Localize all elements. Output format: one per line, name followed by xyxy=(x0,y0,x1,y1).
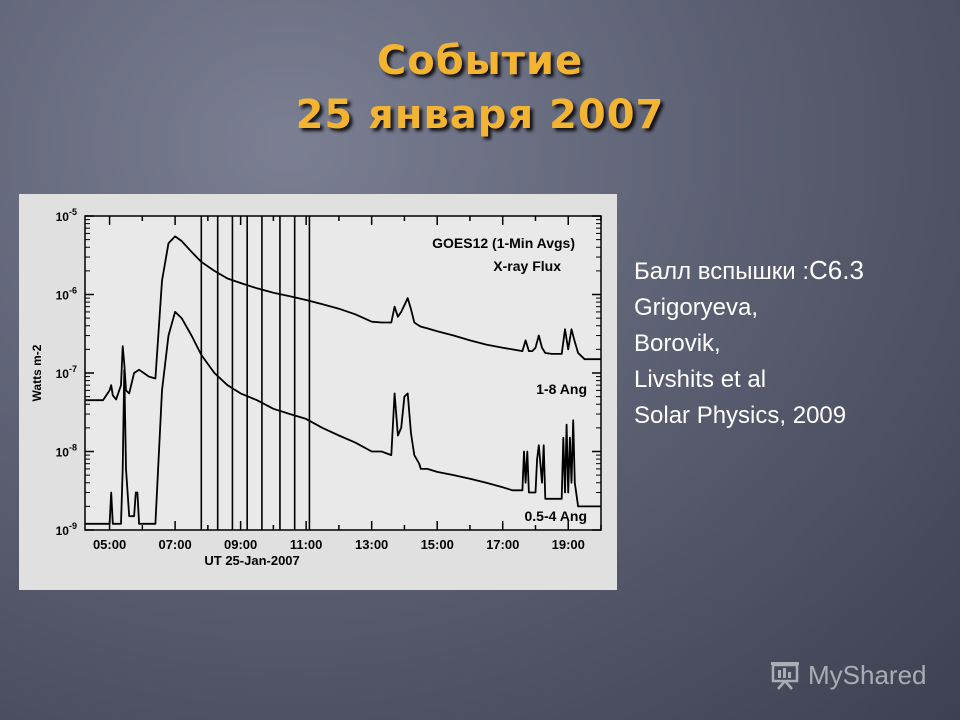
author-2: Borovik, xyxy=(634,330,721,357)
series-line-0-5-4-ang xyxy=(85,311,601,525)
author-3: Livshits et al xyxy=(634,366,767,393)
x-tick-label: 15:00 xyxy=(421,537,454,552)
author-1: Grigoryeva, xyxy=(634,294,759,321)
citation: Solar Physics, 2009 xyxy=(634,402,847,429)
y-tick-label: 10-7 xyxy=(56,364,77,381)
x-tick-label: 11:00 xyxy=(290,537,323,552)
x-tick-label: 17:00 xyxy=(486,537,519,552)
x-tick-label: 13:00 xyxy=(355,537,388,552)
y-tick-label: 10-9 xyxy=(56,521,77,538)
plot-area xyxy=(84,215,602,531)
axis-ticks xyxy=(85,215,602,531)
chart-subtitle: X-ray Flux xyxy=(493,258,561,274)
flare-grade-value: C6.3 xyxy=(809,255,864,285)
series-label-1-8-ang: 1-8 Ang xyxy=(536,381,587,397)
y-axis-label: Watts m-2 xyxy=(30,344,44,401)
flare-grade-line: Балл вспышки :C6.3 xyxy=(634,252,954,290)
projector-screen-icon xyxy=(771,662,799,690)
watermark: MyShared xyxy=(768,655,927,695)
slide-title: Событие 25 января 2007 xyxy=(0,34,960,142)
flare-info: Балл вспышки :C6.3 Grigoryeva, Borovik, … xyxy=(634,252,954,434)
flare-grade-label: Балл вспышки : xyxy=(634,258,809,285)
chart-svg: 10-9 10-8 10-7 10-6 10-5 05:00 07:00 09:00 11:00… xyxy=(30,207,602,568)
x-tick-label: 09:00 xyxy=(224,537,257,552)
series-label-0-5-4-ang: 0.5-4 Ang xyxy=(525,508,588,524)
axis-labels: 10-9 10-8 10-7 10-6 10-5 05:00 07:00 09:00 11:00… xyxy=(30,207,587,568)
series-lines xyxy=(85,235,601,525)
goes-xray-flux-chart: 10-9 10-8 10-7 10-6 10-5 05:00 07:00 09:00 11:00… xyxy=(19,194,617,590)
x-tick-label: 19:00 xyxy=(552,537,585,552)
watermark-text: MyShared xyxy=(808,659,927,690)
x-tick-label: 05:00 xyxy=(93,537,126,552)
vertical-markers xyxy=(200,216,311,530)
y-tick-label: 10-8 xyxy=(56,443,77,460)
y-tick-label: 10-6 xyxy=(56,286,77,303)
x-tick-label: 07:00 xyxy=(158,537,191,552)
slide-title-line-1: Событие xyxy=(376,38,584,84)
series-line-1-8-ang xyxy=(85,235,601,402)
slide-title-line-2: 25 января 2007 xyxy=(295,92,665,138)
y-tick-label: 10-5 xyxy=(56,207,77,224)
x-axis-label: UT 25-Jan-2007 xyxy=(204,553,299,568)
chart-title: GOES12 (1-Min Avgs) xyxy=(432,235,575,251)
